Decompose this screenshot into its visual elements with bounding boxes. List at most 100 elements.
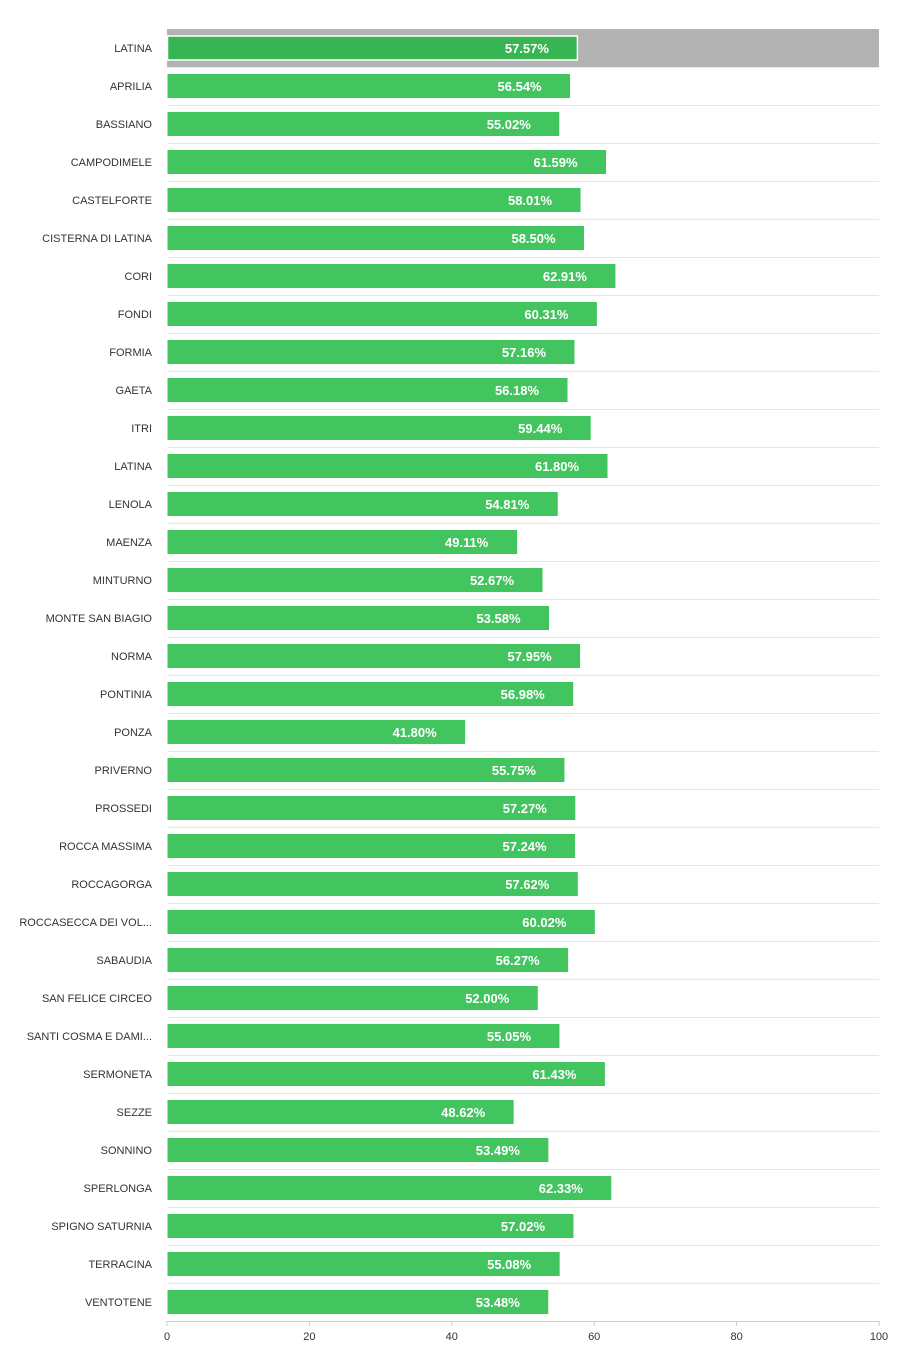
value-label-7: 60.31% (524, 307, 569, 322)
value-label-31: 57.02% (501, 1219, 546, 1234)
category-label-30: SPERLONGA (84, 1183, 153, 1195)
value-label-29: 53.49% (476, 1143, 521, 1158)
bar-0[interactable] (166, 35, 579, 61)
x-tick-label-20: 20 (303, 1331, 315, 1343)
value-label-19: 55.75% (492, 763, 537, 778)
category-label-13: MAENZA (106, 537, 153, 549)
bar-29[interactable] (167, 1138, 549, 1162)
row-separator-layer (167, 67, 879, 1322)
value-label-22: 57.62% (505, 877, 550, 892)
value-label-16: 57.95% (508, 649, 553, 664)
bar-32[interactable] (167, 1252, 560, 1276)
bar-31[interactable] (167, 1214, 574, 1238)
bar-12[interactable] (167, 492, 558, 516)
value-label-10: 59.44% (518, 421, 563, 436)
value-label-21: 57.24% (503, 839, 548, 854)
category-label-24: SABAUDIA (96, 955, 152, 967)
category-label-29: SONNINO (101, 1145, 153, 1157)
bar-15[interactable] (167, 606, 549, 630)
category-label-28: SEZZE (117, 1107, 152, 1119)
value-label-14: 52.67% (470, 573, 515, 588)
category-label-14: MINTURNO (93, 575, 153, 587)
bar-7[interactable] (167, 302, 597, 326)
x-axis: 0 20 40 60 80 100 (164, 1321, 888, 1343)
bar-4[interactable] (167, 188, 581, 212)
bar-16[interactable] (167, 644, 581, 668)
bar-14[interactable] (167, 568, 543, 592)
value-label-11: 61.80% (535, 459, 580, 474)
value-labels-layer: 57.57% 56.54% 55.02% 61.59% 58.01% 58.50% 62.9… (393, 41, 588, 1310)
bar-13[interactable] (167, 530, 518, 554)
category-label-10: ITRI (131, 423, 152, 435)
bar-2[interactable] (167, 112, 560, 136)
bar-11[interactable] (167, 454, 608, 478)
bar-23[interactable] (167, 910, 595, 934)
bar-5[interactable] (167, 226, 585, 250)
value-label-4: 58.01% (508, 193, 553, 208)
bar-20[interactable] (167, 796, 576, 820)
value-label-5: 58.50% (511, 231, 556, 246)
bar-17[interactable] (167, 682, 574, 706)
value-label-0: 57.57% (505, 41, 550, 56)
bar-33[interactable] (167, 1290, 549, 1314)
value-label-33: 53.48% (476, 1295, 521, 1310)
bar-28[interactable] (167, 1100, 514, 1124)
category-label-17: PONTINIA (100, 689, 153, 701)
category-label-11: LATINA (114, 461, 152, 473)
bar-21[interactable] (167, 834, 576, 858)
value-label-20: 57.27% (503, 801, 548, 816)
x-tick-label-0: 0 (164, 1331, 170, 1343)
value-label-12: 54.81% (485, 497, 530, 512)
value-label-13: 49.11% (445, 535, 489, 550)
category-label-33: VENTOTENE (85, 1297, 152, 1309)
bar-1[interactable] (167, 74, 571, 98)
category-label-6: CORI (125, 271, 153, 283)
category-label-7: FONDI (118, 309, 152, 321)
x-tick-label-60: 60 (588, 1331, 600, 1343)
category-labels-layer: LATINA APRILIA BASSIANO CAMPODIMELE CASTELFO… (19, 43, 152, 1309)
category-label-9: GAETA (116, 385, 153, 397)
value-label-15: 53.58% (476, 611, 521, 626)
value-label-8: 57.16% (502, 345, 547, 360)
bar-10[interactable] (167, 416, 591, 440)
x-tick-label-100: 100 (870, 1331, 888, 1343)
bar-3[interactable] (167, 150, 607, 174)
bar-22[interactable] (167, 872, 578, 896)
bar-30[interactable] (167, 1176, 612, 1200)
category-label-20: PROSSEDI (95, 803, 152, 815)
value-label-32: 55.08% (487, 1257, 532, 1272)
category-label-25: SAN FELICE CIRCEO (42, 993, 152, 1005)
value-label-17: 56.98% (501, 687, 546, 702)
category-label-23: ROCCASECCA DEI VOL... (19, 917, 152, 929)
category-label-18: PONZA (114, 727, 153, 739)
bar-9[interactable] (167, 378, 568, 402)
category-label-21: ROCCA MASSIMA (59, 841, 153, 853)
bar-6[interactable] (167, 264, 616, 288)
value-label-26: 55.05% (487, 1029, 532, 1044)
bar-26[interactable] (167, 1024, 560, 1048)
bar-27[interactable] (167, 1062, 605, 1086)
bar-19[interactable] (167, 758, 565, 782)
category-label-8: FORMIA (109, 347, 152, 359)
value-label-6: 62.91% (543, 269, 588, 284)
value-label-30: 62.33% (539, 1181, 584, 1196)
bar-25[interactable] (167, 986, 538, 1010)
bars-layer (166, 35, 616, 1314)
category-label-15: MONTE SAN BIAGIO (46, 613, 153, 625)
category-label-27: SERMONETA (83, 1069, 153, 1081)
value-label-23: 60.02% (522, 915, 567, 930)
bar-24[interactable] (167, 948, 569, 972)
bar-8[interactable] (167, 340, 575, 364)
x-tick-label-40: 40 (446, 1331, 458, 1343)
value-label-28: 48.62% (441, 1105, 486, 1120)
category-label-31: SPIGNO SATURNIA (51, 1221, 152, 1233)
category-label-12: LENOLA (109, 499, 153, 511)
bar-18[interactable] (167, 720, 466, 744)
category-label-19: PRIVERNO (95, 765, 153, 777)
x-tick-label-80: 80 (730, 1331, 742, 1343)
value-label-2: 55.02% (487, 117, 532, 132)
category-label-3: CAMPODIMELE (71, 157, 152, 169)
value-label-27: 61.43% (532, 1067, 577, 1082)
